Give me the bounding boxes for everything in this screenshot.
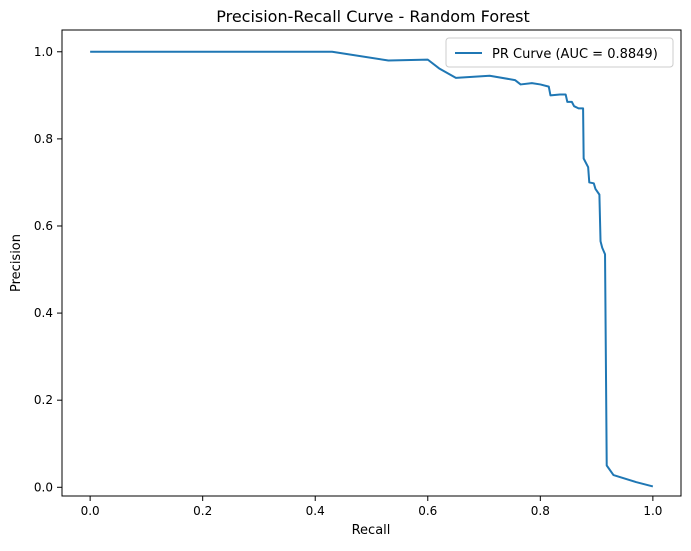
y-tick-label: 1.0 [34, 45, 53, 59]
x-tick-label: 0.8 [531, 504, 550, 518]
y-tick-label: 0.6 [34, 219, 53, 233]
plot-frame [61, 29, 682, 497]
y-tick-label: 0.4 [34, 306, 53, 320]
series-layer [90, 50, 654, 488]
legend: PR Curve (AUC = 0.8849) [445, 37, 674, 68]
x-axis-ticks: 0.0 0.2 0.4 0.6 0.8 1.0 [81, 496, 662, 518]
y-tick-label: 0.8 [34, 132, 53, 146]
x-tick-label: 1.0 [643, 504, 662, 518]
y-axis-label: Precision [9, 234, 24, 292]
y-axis-ticks: 0.0 0.2 0.4 0.6 0.8 1.0 [34, 45, 62, 494]
x-tick-label: 0.0 [81, 504, 100, 518]
y-tick-label: 0.2 [34, 393, 53, 407]
y-tick-label: 0.0 [34, 480, 53, 494]
legend-label: PR Curve (AUC = 0.8849) [492, 47, 658, 62]
legend-box [445, 37, 674, 68]
chart-title: Precision-Recall Curve - Random Forest [216, 7, 530, 26]
x-tick-label: 0.2 [193, 504, 212, 518]
x-tick-label: 0.6 [418, 504, 437, 518]
pr-curve-line [90, 50, 654, 488]
x-axis-label: Recall [352, 523, 391, 538]
x-tick-label: 0.4 [306, 504, 325, 518]
